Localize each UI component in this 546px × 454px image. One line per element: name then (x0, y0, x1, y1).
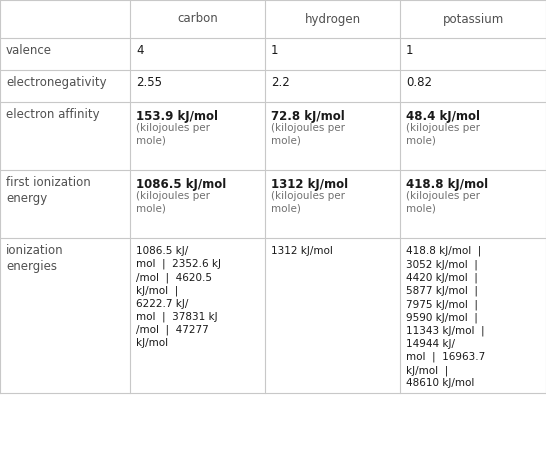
Text: 1086.5 kJ/mol: 1086.5 kJ/mol (136, 178, 226, 191)
Text: 4: 4 (136, 44, 144, 57)
Text: hydrogen: hydrogen (305, 13, 360, 25)
Text: (kilojoules per
mole): (kilojoules per mole) (406, 123, 480, 145)
Text: potassium: potassium (442, 13, 503, 25)
Text: (kilojoules per
mole): (kilojoules per mole) (406, 191, 480, 213)
Text: valence: valence (6, 44, 52, 57)
Text: 2.2: 2.2 (271, 76, 290, 89)
Text: (kilojoules per
mole): (kilojoules per mole) (136, 123, 210, 145)
Text: (kilojoules per
mole): (kilojoules per mole) (136, 191, 210, 213)
Text: electronegativity: electronegativity (6, 76, 106, 89)
Text: carbon: carbon (177, 13, 218, 25)
Text: first ionization
energy: first ionization energy (6, 176, 91, 205)
Text: 153.9 kJ/mol: 153.9 kJ/mol (136, 110, 218, 123)
Text: ionization
energies: ionization energies (6, 244, 64, 273)
Text: 48.4 kJ/mol: 48.4 kJ/mol (406, 110, 480, 123)
Text: 1: 1 (271, 44, 278, 57)
Text: 1086.5 kJ/
mol  |  2352.6 kJ
/mol  |  4620.5
kJ/mol  |
6222.7 kJ/
mol  |  37831 : 1086.5 kJ/ mol | 2352.6 kJ /mol | 4620.5… (136, 246, 221, 348)
Text: (kilojoules per
mole): (kilojoules per mole) (271, 191, 345, 213)
Text: 1312 kJ/mol: 1312 kJ/mol (271, 246, 333, 256)
Text: 1312 kJ/mol: 1312 kJ/mol (271, 178, 348, 191)
Text: 2.55: 2.55 (136, 76, 162, 89)
Text: (kilojoules per
mole): (kilojoules per mole) (271, 123, 345, 145)
Text: 418.8 kJ/mol  |
3052 kJ/mol  |
4420 kJ/mol  |
5877 kJ/mol  |
7975 kJ/mol  |
9590: 418.8 kJ/mol | 3052 kJ/mol | 4420 kJ/mol… (406, 246, 485, 389)
Text: 72.8 kJ/mol: 72.8 kJ/mol (271, 110, 345, 123)
Text: 0.82: 0.82 (406, 76, 432, 89)
Text: electron affinity: electron affinity (6, 108, 99, 121)
Text: 1: 1 (406, 44, 413, 57)
Text: 418.8 kJ/mol: 418.8 kJ/mol (406, 178, 488, 191)
